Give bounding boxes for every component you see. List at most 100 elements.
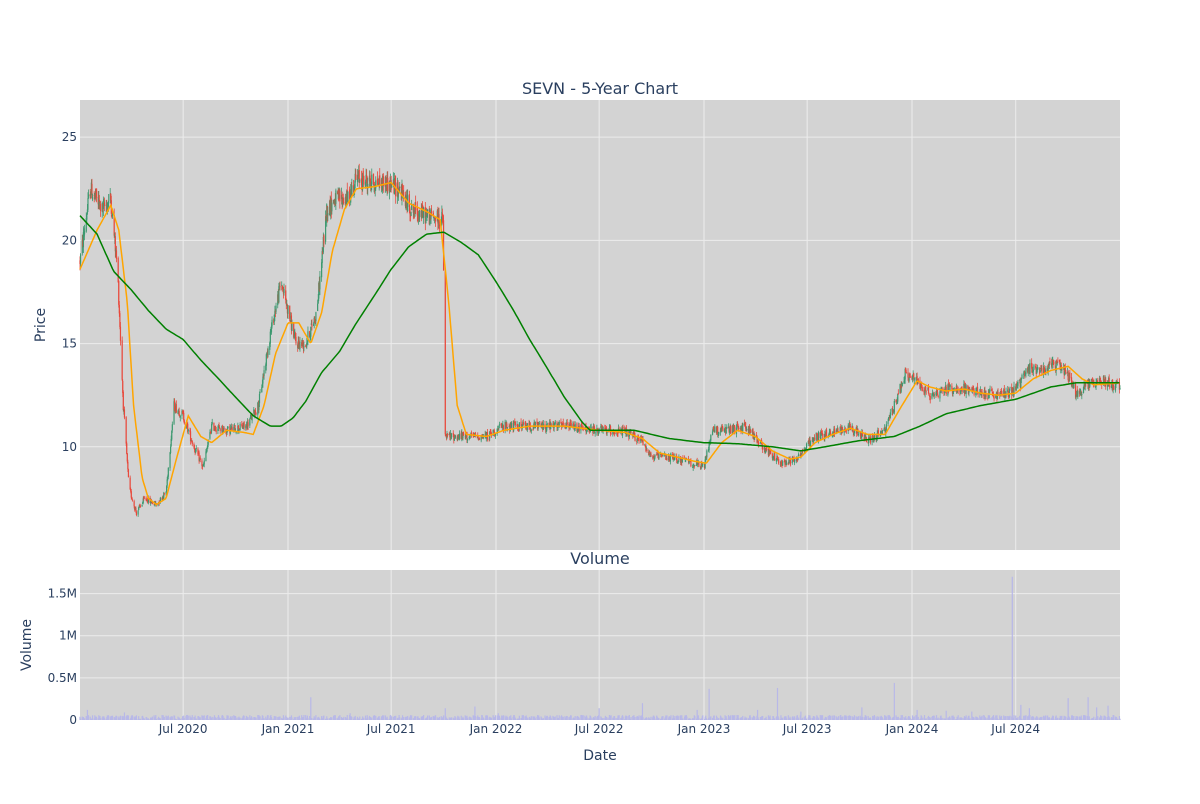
volume-bar xyxy=(686,717,687,720)
volume-bar xyxy=(527,718,528,720)
volume-bar xyxy=(754,717,755,720)
volume-bar xyxy=(263,718,264,720)
price-plot-area xyxy=(80,100,1120,550)
candle xyxy=(902,382,903,386)
volume-bar xyxy=(674,716,675,720)
volume-bar xyxy=(491,718,492,720)
volume-bar xyxy=(287,718,288,720)
volume-bar xyxy=(228,716,229,720)
volume-bar xyxy=(918,717,919,720)
volume-bar xyxy=(224,718,225,720)
volume-bar xyxy=(981,716,982,720)
x-tick-label-4: Jul 2022 xyxy=(574,722,624,736)
price-chart-title: SEVN - 5-Year Chart xyxy=(522,79,678,98)
volume-bar xyxy=(248,717,249,720)
volume-bar xyxy=(503,715,504,720)
volume-bar xyxy=(822,715,823,720)
volume-bar xyxy=(559,715,560,720)
volume-bar xyxy=(910,718,911,720)
volume-bar xyxy=(567,716,568,720)
volume-bar xyxy=(750,717,751,720)
price-y-tick-label-0: 10 xyxy=(62,440,77,454)
volume-bar xyxy=(607,718,608,720)
volume-bar xyxy=(467,718,468,720)
volume-bar xyxy=(188,716,189,720)
volume-bar xyxy=(267,715,268,720)
volume-y-tick-label-2: 1M xyxy=(59,629,77,643)
volume-bar xyxy=(495,715,496,720)
volume-bar xyxy=(862,717,863,720)
volume-bar xyxy=(1012,577,1013,720)
volume-bar xyxy=(762,716,763,720)
volume-bar xyxy=(954,717,955,720)
volume-bar xyxy=(1049,718,1050,720)
volume-bar xyxy=(1073,716,1074,720)
volume-bar xyxy=(124,712,125,720)
volume-bar xyxy=(351,717,352,720)
volume-bar xyxy=(834,716,835,720)
volume-bar xyxy=(339,715,340,720)
volume-bar xyxy=(463,718,464,720)
volume-bar xyxy=(132,715,133,720)
volume-bar xyxy=(1087,697,1088,720)
volume-bar xyxy=(283,717,284,720)
volume-bar xyxy=(626,716,627,720)
volume-bar xyxy=(734,715,735,720)
volume-bar xyxy=(993,717,994,720)
volume-bar xyxy=(563,717,564,720)
candle xyxy=(774,452,775,461)
volume-bar xyxy=(846,716,847,720)
volume-bar xyxy=(646,718,647,720)
candle xyxy=(123,390,124,411)
volume-bar xyxy=(1017,717,1018,720)
volume-bar xyxy=(251,718,252,720)
volume-bar xyxy=(80,719,81,720)
volume-bar xyxy=(427,716,428,720)
volume-bar xyxy=(156,719,157,720)
volume-bar xyxy=(523,715,524,720)
volume-bar xyxy=(279,716,280,720)
volume-bar xyxy=(958,715,959,720)
volume-bar xyxy=(1057,718,1058,720)
volume-bar xyxy=(315,715,316,720)
x-tick-label-1: Jan 2021 xyxy=(261,722,315,736)
volume-bar xyxy=(108,715,109,720)
volume-bar xyxy=(938,718,939,720)
volume-bar xyxy=(802,718,803,720)
volume-bar xyxy=(615,718,616,720)
volume-bar xyxy=(722,718,723,720)
volume-bar xyxy=(1097,716,1098,720)
x-tick-label-6: Jul 2023 xyxy=(782,722,832,736)
volume-bar xyxy=(798,718,799,720)
candle xyxy=(730,425,731,434)
volume-bar xyxy=(842,716,843,720)
volume-bar xyxy=(1113,715,1114,720)
volume-bar xyxy=(1089,719,1090,720)
volume-bar xyxy=(894,683,895,720)
volume-bar xyxy=(714,719,715,720)
volume-bar xyxy=(451,717,452,720)
volume-bar xyxy=(387,719,388,720)
volume-bar xyxy=(403,717,404,720)
volume-bar xyxy=(323,716,324,720)
volume-bar xyxy=(906,719,907,720)
volume-bar xyxy=(531,716,532,720)
volume-bar xyxy=(483,717,484,720)
volume-bar xyxy=(1069,718,1070,720)
volume-y-tick-label-1: 0.5M xyxy=(48,671,77,685)
candle xyxy=(122,336,123,380)
x-axis-label: Date xyxy=(583,748,616,764)
volume-bar xyxy=(790,718,791,720)
volume-bar xyxy=(487,716,488,720)
price-y-tick-label-1: 15 xyxy=(62,337,77,351)
volume-bar xyxy=(1061,716,1062,720)
candle xyxy=(373,173,374,185)
volume-bar xyxy=(116,716,117,720)
volume-bar xyxy=(1025,715,1026,720)
volume-bar xyxy=(587,718,588,720)
volume-bar xyxy=(806,719,807,720)
volume-bar xyxy=(136,715,137,720)
volume-bar xyxy=(232,716,233,720)
